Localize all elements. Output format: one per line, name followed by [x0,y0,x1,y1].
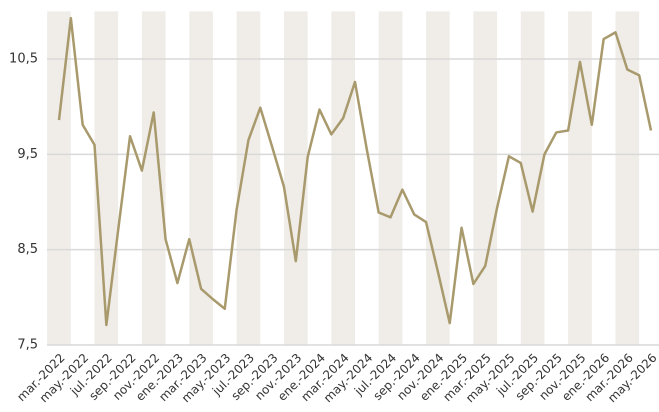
stripe [331,11,355,346]
stripe [141,11,166,346]
y-tick-label: 7,5 [17,338,38,353]
line [57,16,653,327]
stripe [520,11,545,346]
stripe [378,11,403,346]
stripe [615,11,640,346]
y-tick-label: 9,5 [17,147,38,162]
stripe [94,11,119,346]
y-tick-label: 10,5 [9,52,38,67]
stripe [283,11,308,346]
stripe [47,11,71,346]
y-tick-label: 8,5 [17,242,38,257]
stripe [426,11,450,346]
stripe [473,11,498,346]
stripe [236,11,261,346]
